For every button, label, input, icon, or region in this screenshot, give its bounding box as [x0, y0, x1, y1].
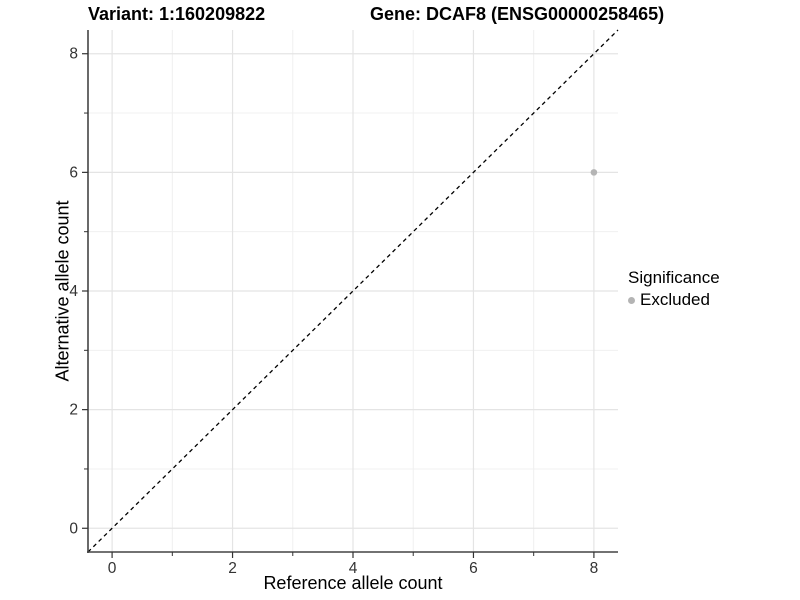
data-point: [590, 169, 598, 176]
legend-title: Significance: [628, 268, 720, 287]
x-tick-label: 4: [349, 560, 358, 577]
legend-entry-label: Excluded: [640, 290, 710, 309]
y-tick-label: 6: [69, 164, 78, 181]
legend: Significance Excluded: [628, 268, 720, 310]
y-tick-label: 0: [69, 520, 78, 537]
y-axis-title: Alternative allele count: [52, 200, 73, 382]
y-tick-label: 8: [69, 46, 78, 63]
x-tick-label: 2: [228, 560, 237, 577]
plot-title-gene: Gene: DCAF8 (ENSG00000258465): [370, 4, 665, 24]
y-tick-label: 4: [69, 283, 78, 300]
x-tick-label: 6: [469, 560, 478, 577]
x-tick-label: 0: [108, 560, 117, 577]
identity-dashed-line: [87, 29, 619, 553]
plot-title-variant: Variant: 1:160209822: [88, 4, 266, 24]
legend-circle-marker-icon: [628, 296, 635, 304]
x-axis-title: Reference allele count: [263, 573, 443, 593]
y-tick-label: 2: [69, 402, 78, 419]
x-tick-label: 8: [590, 560, 599, 577]
legend-entry-excluded: Excluded: [628, 290, 720, 310]
